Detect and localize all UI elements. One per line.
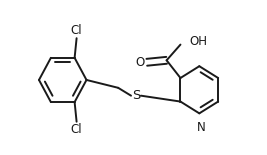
Text: OH: OH xyxy=(189,35,207,48)
Text: N: N xyxy=(197,121,206,134)
Text: S: S xyxy=(132,89,140,102)
Text: O: O xyxy=(135,56,144,69)
Text: Cl: Cl xyxy=(71,24,83,37)
Text: Cl: Cl xyxy=(71,123,83,136)
